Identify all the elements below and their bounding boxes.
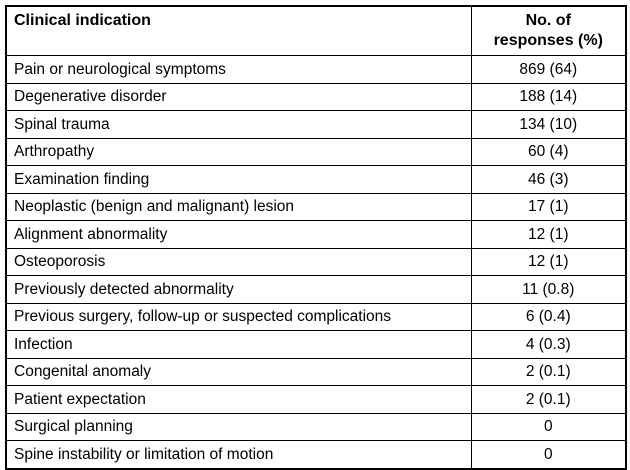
table-row: Degenerative disorder 188 (14)	[5, 82, 627, 111]
cell-indication: Spinal trauma	[5, 110, 472, 139]
table-row: Surgical planning 0	[5, 412, 627, 441]
cell-responses: 2 (0.1)	[470, 357, 627, 386]
cell-responses: 188 (14)	[470, 82, 627, 111]
table-row: Examination finding 46 (3)	[5, 165, 627, 194]
table-row: Arthropathy 60 (4)	[5, 137, 627, 166]
table-row: Spinal trauma 134 (10)	[5, 110, 627, 139]
cell-responses: 0	[470, 412, 627, 441]
cell-responses: 6 (0.4)	[470, 302, 627, 331]
cell-responses: 134 (10)	[470, 110, 627, 139]
cell-indication: Congenital anomaly	[5, 357, 472, 386]
table-row: Previously detected abnormality 11 (0.8)	[5, 275, 627, 304]
clinical-indications-table: Clinical indication No. of responses (%)…	[5, 5, 627, 470]
table-row: Patient expectation 2 (0.1)	[5, 385, 627, 414]
cell-indication: Pain or neurological symptoms	[5, 55, 472, 84]
cell-indication: Previous surgery, follow-up or suspected…	[5, 302, 472, 331]
cell-indication: Patient expectation	[5, 385, 472, 414]
cell-indication: Infection	[5, 330, 472, 359]
cell-indication: Alignment abnormality	[5, 220, 472, 249]
cell-indication: Spine instability or limitation of motio…	[5, 440, 472, 469]
cell-indication: Previously detected abnormality	[5, 275, 472, 304]
table-row: Pain or neurological symptoms 869 (64)	[5, 55, 627, 84]
cell-responses: 869 (64)	[470, 55, 627, 84]
column-header-clinical-indication: Clinical indication	[5, 5, 472, 56]
cell-indication: Surgical planning	[5, 412, 472, 441]
cell-responses: 46 (3)	[470, 165, 627, 194]
clinical-indications-table-container: Clinical indication No. of responses (%)…	[5, 5, 627, 470]
cell-responses: 60 (4)	[470, 137, 627, 166]
table-row: Neoplastic (benign and malignant) lesion…	[5, 192, 627, 221]
table-row: Congenital anomaly 2 (0.1)	[5, 357, 627, 386]
cell-indication: Neoplastic (benign and malignant) lesion	[5, 192, 472, 221]
cell-responses: 2 (0.1)	[470, 385, 627, 414]
cell-responses: 11 (0.8)	[470, 275, 627, 304]
cell-indication: Degenerative disorder	[5, 82, 472, 111]
table-row: Osteoporosis 12 (1)	[5, 247, 627, 276]
cell-indication: Osteoporosis	[5, 247, 472, 276]
cell-indication: Examination finding	[5, 165, 472, 194]
table-row: Infection 4 (0.3)	[5, 330, 627, 359]
table-row: Alignment abnormality 12 (1)	[5, 220, 627, 249]
table-row: Spine instability or limitation of motio…	[5, 440, 627, 469]
table-row: Previous surgery, follow-up or suspected…	[5, 302, 627, 331]
cell-indication: Arthropathy	[5, 137, 472, 166]
column-header-no-of-responses: No. of responses (%)	[470, 5, 627, 56]
cell-responses: 0	[470, 440, 627, 469]
cell-responses: 12 (1)	[470, 220, 627, 249]
cell-responses: 4 (0.3)	[470, 330, 627, 359]
cell-responses: 17 (1)	[470, 192, 627, 221]
header-row: Clinical indication No. of responses (%)	[5, 5, 627, 56]
cell-responses: 12 (1)	[470, 247, 627, 276]
